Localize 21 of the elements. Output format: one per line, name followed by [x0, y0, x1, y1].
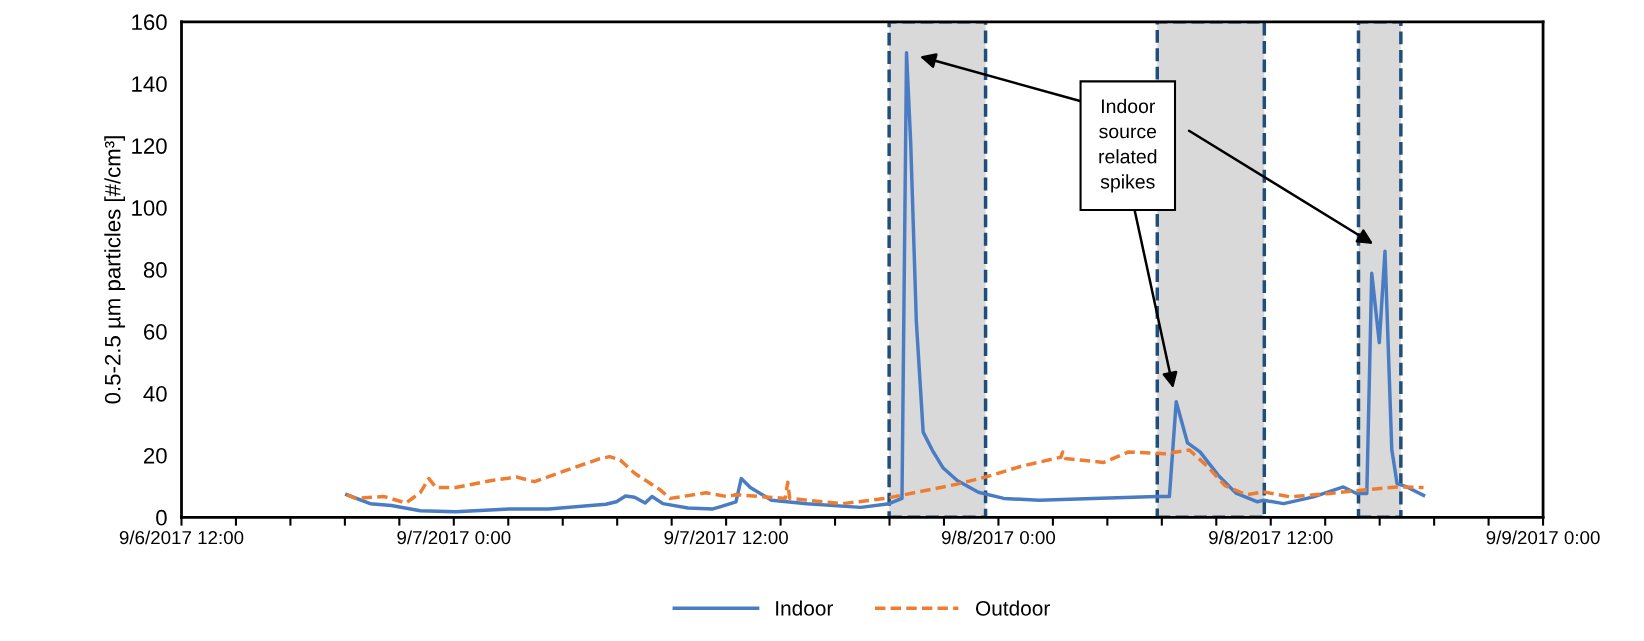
x-tick-label: 9/7/2017 0:00	[397, 530, 511, 545]
y-tick-label: 60	[144, 324, 167, 340]
y-tick-label: 160	[132, 14, 167, 31]
x-tick-label: 9/8/2017 0:00	[941, 530, 1056, 545]
x-tick-label: 9/9/2017 0:00	[1486, 530, 1600, 545]
legend-label: Outdoor	[976, 600, 1050, 616]
y-tick-label: 40	[143, 385, 167, 402]
y-tick-label: 120	[132, 138, 167, 154]
x-tick-label: 9/6/2017 12:00	[119, 530, 244, 545]
x-tick-label: 9/8/2017 12:00	[1209, 530, 1333, 545]
y-tick-label: 20	[144, 447, 167, 464]
annotation: Indoor source related spikes	[1099, 98, 1157, 193]
line-series	[345, 448, 1426, 506]
y-tick-label: 140	[132, 76, 167, 92]
line-series	[345, 51, 1426, 514]
x-tick-label: 9/7/2017 12:00	[664, 530, 788, 545]
y-tick-label: 80	[143, 262, 167, 278]
y-tick-label: 100	[132, 200, 167, 216]
y-axis-title: 0.5-2.5 µm particles [#/cm³]	[104, 136, 125, 404]
y-tick-label: 0	[156, 509, 167, 526]
legend-label: Indoor	[776, 600, 833, 616]
